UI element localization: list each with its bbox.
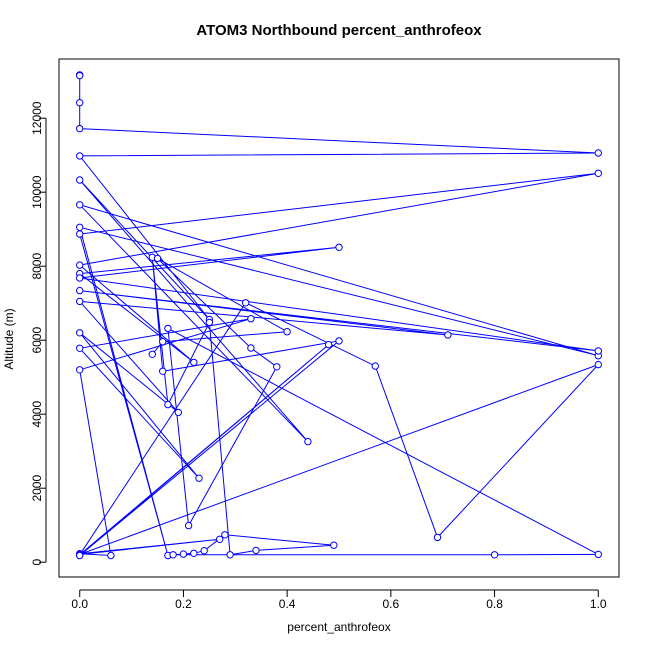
y-tick-label: 12000: [30, 101, 44, 135]
y-tick-label: 10000: [30, 175, 44, 209]
data-point: [252, 546, 260, 555]
data-point: [195, 474, 203, 482]
data-point: [164, 400, 172, 409]
data-point: [76, 71, 84, 80]
series-points: [76, 71, 602, 560]
data-point: [594, 347, 602, 355]
data-point: [153, 254, 162, 263]
data-point: [76, 99, 84, 107]
data-point: [184, 521, 193, 530]
x-tick-label: 1.0: [590, 597, 607, 611]
data-point: [330, 541, 338, 549]
data-point: [148, 350, 157, 358]
x-tick-label: 0.6: [383, 597, 400, 611]
data-point: [107, 551, 115, 560]
data-point: [247, 344, 255, 352]
data-point: [242, 299, 250, 307]
data-point: [76, 201, 84, 209]
y-tick-label: 2000: [30, 475, 44, 502]
series-line: [78, 74, 599, 557]
data-point: [324, 340, 333, 349]
data-point: [159, 367, 167, 375]
y-tick-label: 4000: [30, 401, 44, 428]
data-point: [304, 437, 312, 446]
data-point: [594, 550, 602, 559]
x-tick-label: 0.4: [279, 597, 296, 611]
y-tick-label: 6000: [30, 327, 44, 354]
data-point: [247, 315, 255, 323]
data-point: [76, 176, 84, 184]
data-point: [371, 362, 379, 370]
axes: 0.0 0.2 0.4 0.6 0.8 1.0 0 2000 4000 6000 8000 10000…: [30, 101, 607, 611]
data-point: [490, 551, 499, 559]
data-point: [76, 366, 84, 374]
data-point: [444, 331, 452, 339]
data-point: [76, 286, 84, 295]
data-point: [205, 318, 214, 327]
plot-frame: [58, 58, 620, 578]
x-axis-label: percent_anthrofeox: [287, 620, 390, 634]
data-point: [76, 297, 84, 306]
y-tick-label: 0: [30, 559, 44, 566]
data-point: [169, 551, 177, 559]
data-point: [190, 549, 198, 557]
data-point: [76, 230, 84, 238]
data-point: [273, 363, 281, 371]
data-point: [190, 358, 198, 367]
data-point: [594, 169, 602, 178]
data-point: [174, 408, 183, 417]
series-path: [78, 74, 599, 557]
data-point: [594, 360, 602, 369]
data-point: [216, 535, 224, 543]
data-point: [76, 152, 84, 160]
x-tick-label: 0.8: [486, 597, 503, 611]
data-point: [159, 338, 167, 346]
data-point: [226, 551, 234, 559]
y-tick-label: 8000: [30, 253, 44, 280]
y-axis-label: Altitude (m): [2, 308, 16, 369]
data-point: [200, 547, 208, 555]
data-point: [335, 243, 343, 252]
data-point: [76, 344, 84, 352]
data-point: [283, 328, 291, 336]
data-point: [221, 531, 229, 539]
x-tick-label: 0.0: [71, 597, 88, 611]
data-point: [433, 533, 442, 542]
chart-title: ATOM3 Northbound percent_anthrofeox: [196, 22, 482, 39]
data-point: [76, 274, 84, 282]
data-point: [179, 550, 188, 558]
data-point: [76, 261, 84, 269]
data-point: [335, 337, 343, 345]
data-point: [76, 223, 84, 232]
data-point: [594, 149, 602, 157]
data-point: [76, 329, 84, 337]
data-point: [76, 124, 84, 133]
x-tick-label: 0.2: [175, 597, 192, 611]
data-point: [76, 551, 84, 560]
data-point: [164, 324, 172, 333]
